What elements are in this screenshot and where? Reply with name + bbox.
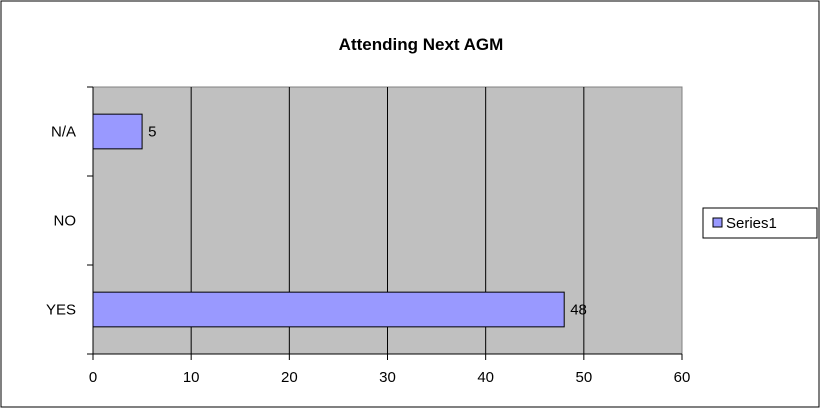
legend: Series1 xyxy=(702,207,818,239)
x-tick-label: 0 xyxy=(89,369,97,386)
x-tick-label: 10 xyxy=(183,369,200,386)
x-tick-label: 50 xyxy=(575,369,592,386)
legend-label: Series1 xyxy=(726,215,777,232)
y-category-label: NO xyxy=(54,213,77,230)
axes: 0 10 20 30 40 50 60 YES NO N/A xyxy=(46,86,691,386)
x-tick-label: 30 xyxy=(379,369,396,386)
x-tick-label: 20 xyxy=(281,369,298,386)
y-category-label: N/A xyxy=(51,124,76,141)
y-category-label: YES xyxy=(46,302,76,319)
legend-swatch xyxy=(712,217,723,228)
data-labels: 48 5 xyxy=(148,124,587,319)
x-tick-label: 60 xyxy=(674,369,691,386)
chart-title: Attending Next AGM xyxy=(339,35,504,54)
bar xyxy=(92,291,565,328)
data-label: 48 xyxy=(570,302,587,319)
data-label: 5 xyxy=(148,124,156,141)
bar xyxy=(92,113,143,150)
bars xyxy=(92,113,565,328)
x-tick-label: 40 xyxy=(477,369,494,386)
